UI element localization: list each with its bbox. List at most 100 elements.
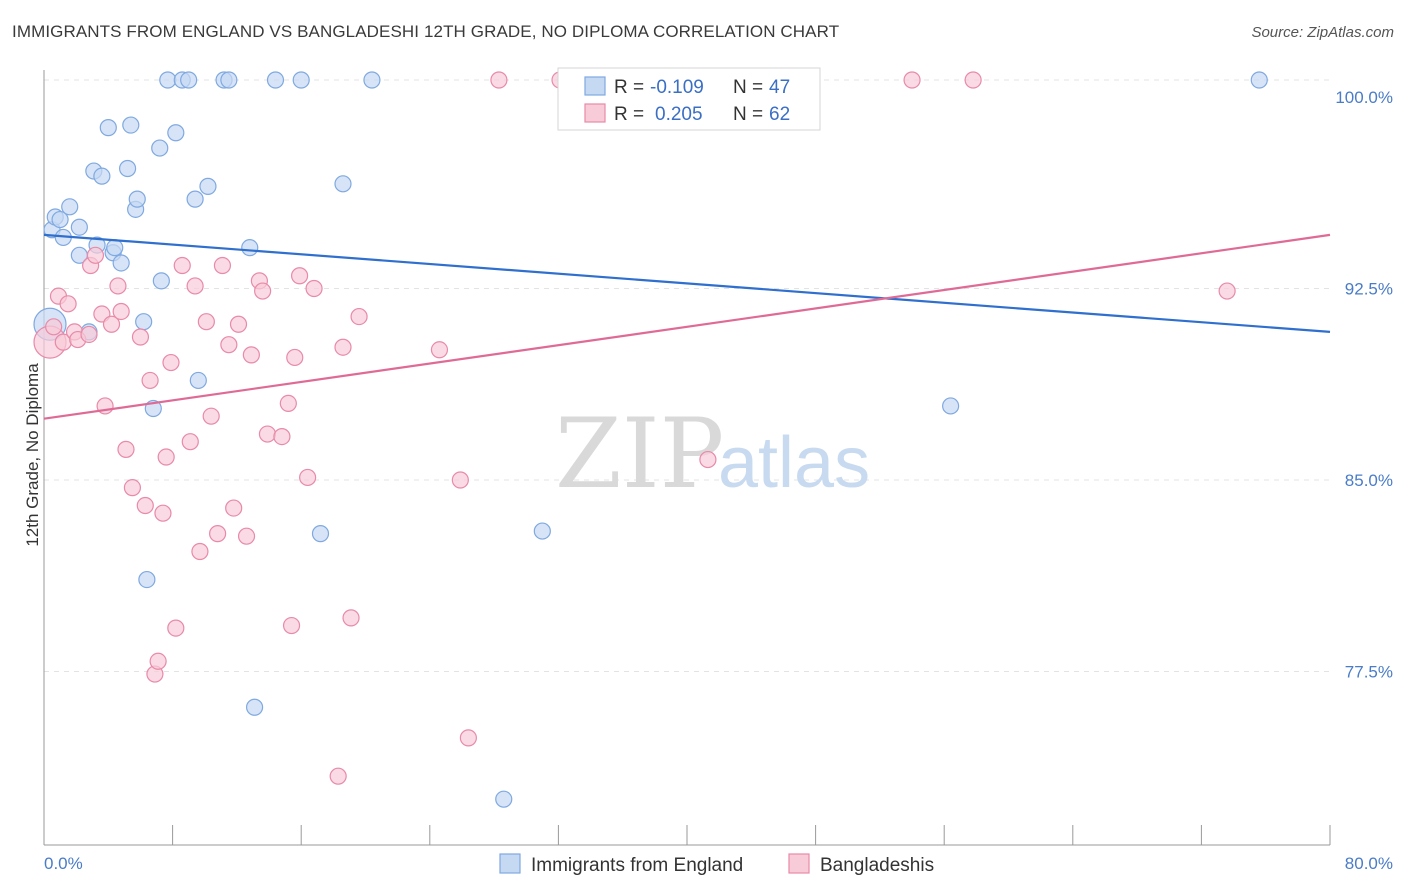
bangladeshi-point <box>490 71 508 89</box>
bangladeshi-point <box>699 450 717 469</box>
england-point <box>1250 71 1268 89</box>
england-point <box>266 71 285 89</box>
bottom-legend-label-blue: Immigrants from England <box>531 855 743 876</box>
axes <box>43 70 1331 846</box>
legend-n-value-blue: 47 <box>769 77 790 98</box>
source-note: Source: ZipAtlas.com <box>1251 24 1394 41</box>
bangladeshi-point <box>136 496 154 515</box>
england-point <box>159 71 177 89</box>
bangladeshi-point <box>109 277 127 295</box>
england-point <box>292 71 310 89</box>
legend-n-value-pink: 62 <box>769 104 790 125</box>
x-tick-labels: 0.0% 80.0% <box>44 854 1393 873</box>
grid-lines <box>44 79 1330 672</box>
bangladeshi-point <box>45 318 63 336</box>
bangladeshi-point <box>350 307 368 326</box>
bangladeshi-point <box>181 433 199 451</box>
bangladeshi-point <box>451 471 469 489</box>
watermark-zip: ZIP <box>555 398 724 510</box>
series-legend: Immigrants from England Bangladeshis <box>499 853 934 876</box>
england-point <box>93 167 111 185</box>
bangladeshi-point <box>197 313 215 331</box>
england-point <box>138 570 156 589</box>
legend-r-value-blue: -0.109 <box>650 77 704 98</box>
bangladeshi-point <box>258 425 277 443</box>
england-point <box>199 177 217 195</box>
england-point <box>70 218 88 236</box>
legend-n-label-blue: N = <box>733 77 763 98</box>
bangladeshi-point <box>213 256 232 275</box>
england-point <box>180 71 198 89</box>
england-point <box>106 239 124 257</box>
england-point <box>334 175 352 193</box>
legend-r-label-blue: R = <box>614 77 644 98</box>
england-point <box>122 116 140 134</box>
bangladeshi-point <box>123 479 142 497</box>
trend-lines <box>43 233 1331 420</box>
england-point <box>241 239 259 257</box>
england-trend-line <box>43 233 1331 334</box>
bangladeshi-point <box>202 407 220 425</box>
england-point <box>186 190 204 208</box>
bangladeshi-point <box>86 246 105 264</box>
bangladeshi-point <box>273 427 291 446</box>
bangladeshi-point <box>117 440 135 458</box>
bangladeshi-point <box>225 499 243 517</box>
bangladeshi-point <box>329 767 347 785</box>
bangladeshi-point <box>903 71 921 89</box>
bangladeshi-point <box>141 371 159 390</box>
bangladeshi-point <box>342 609 360 627</box>
legend-swatch-pink <box>584 103 606 123</box>
england-point <box>118 159 137 178</box>
y-axis-label: 12th Grade, No Diploma <box>23 363 42 547</box>
bangladeshi-point <box>157 448 175 466</box>
y-tick-label: 92.5% <box>1345 280 1393 299</box>
bottom-legend-swatch-blue <box>499 853 521 874</box>
watermark-atlas: atlas <box>718 423 870 503</box>
x-tick-label: 0.0% <box>44 854 83 873</box>
bangladeshi-trend-line <box>43 233 1331 420</box>
england-point <box>99 119 117 137</box>
bangladeshi-point <box>154 504 172 522</box>
bangladeshi-point <box>964 71 982 89</box>
legend-r-label-pink: R = <box>614 104 644 125</box>
bangladeshi-point <box>282 616 301 635</box>
england-point <box>245 698 264 716</box>
y-tick-labels: 77.5% 85.0% 92.5% 100.0% <box>1335 88 1393 682</box>
bangladeshi-point <box>459 729 477 747</box>
bangladeshi-point <box>237 527 256 545</box>
england-point <box>61 198 79 216</box>
bangladeshi-point <box>102 315 121 333</box>
england-point <box>942 397 960 415</box>
england-point <box>51 210 69 229</box>
stats-legend: R = -0.109 N = 47 R = 0.205 N = 62 <box>557 67 821 131</box>
england-point <box>112 254 130 272</box>
watermark: ZIP atlas <box>555 398 870 510</box>
bangladeshi-point <box>80 325 98 344</box>
bangladeshi-point <box>59 295 77 313</box>
x-tick-label: 80.0% <box>1345 854 1393 873</box>
bangladeshi-point <box>173 256 191 275</box>
bottom-legend-swatch-pink <box>788 853 810 874</box>
bangladeshi-point <box>186 277 204 295</box>
bangladeshi-point <box>299 468 317 487</box>
bangladeshi-point <box>286 348 304 367</box>
bangladeshi-point <box>242 346 260 364</box>
england-point <box>220 71 238 89</box>
bangladeshi-point <box>191 542 209 561</box>
bottom-legend-label-pink: Bangladeshis <box>820 855 934 876</box>
bangladeshi-point <box>131 328 150 346</box>
england-point <box>151 139 169 157</box>
bangladeshi-point <box>229 315 248 333</box>
england-point <box>189 371 207 390</box>
legend-n-label-pink: N = <box>733 104 763 125</box>
bangladeshi-point <box>334 338 352 356</box>
england-point <box>152 272 170 290</box>
england-point <box>311 525 330 543</box>
legend-r-value-pink: 0.205 <box>655 104 703 125</box>
england-point <box>363 71 381 89</box>
series-immigrants-from-england <box>33 71 1268 808</box>
england-point <box>533 522 551 540</box>
bangladeshi-point <box>254 282 272 300</box>
